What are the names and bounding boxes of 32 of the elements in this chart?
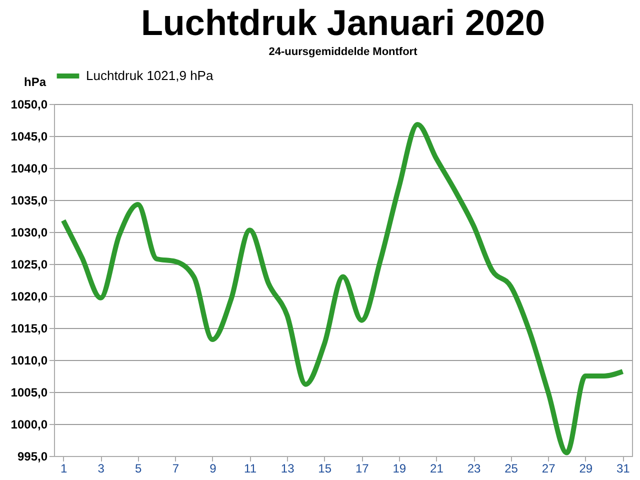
x-tick-label: 13	[280, 462, 295, 476]
y-tick-label: 1035,0	[10, 194, 48, 208]
x-tick-label: 7	[172, 462, 180, 476]
x-tick-label: 9	[210, 462, 217, 476]
chart-subtitle: 24-uursgemiddelde Montfort	[268, 46, 418, 58]
y-tick-label: 995,0	[17, 450, 48, 464]
chart-title: Luchtdruk Januari 2020	[140, 2, 546, 43]
x-tick-label: 17	[355, 462, 370, 476]
x-tick-label: 31	[616, 462, 630, 476]
x-tick-label: 11	[244, 462, 257, 476]
y-axis-title: hPa	[24, 75, 46, 89]
x-tick-label: 19	[392, 462, 406, 476]
legend-label: Luchtdruk 1021,9 hPa	[86, 68, 214, 83]
y-tick-label: 1045,0	[10, 130, 48, 144]
x-tick-label: 15	[318, 462, 332, 476]
x-tick-label: 25	[504, 462, 518, 476]
x-tick-label: 3	[98, 462, 105, 476]
x-tick-label: 29	[579, 462, 593, 476]
y-tick-label: 1040,0	[10, 162, 48, 176]
x-tick-label: 23	[467, 462, 482, 476]
y-tick-label: 1005,0	[10, 386, 48, 400]
y-tick-label: 1010,0	[10, 354, 48, 368]
y-tick-label: 1000,0	[10, 418, 48, 432]
x-tick-label: 27	[542, 462, 556, 476]
x-tick-label: 21	[430, 462, 444, 476]
y-tick-label: 1020,0	[10, 290, 48, 304]
y-tick-label: 1030,0	[10, 226, 48, 240]
y-tick-label: 1025,0	[10, 258, 48, 272]
x-tick-label: 5	[135, 462, 142, 476]
y-tick-label: 1015,0	[10, 322, 48, 336]
x-tick-label: 1	[60, 462, 68, 476]
y-tick-label: 1050,0	[10, 98, 48, 112]
